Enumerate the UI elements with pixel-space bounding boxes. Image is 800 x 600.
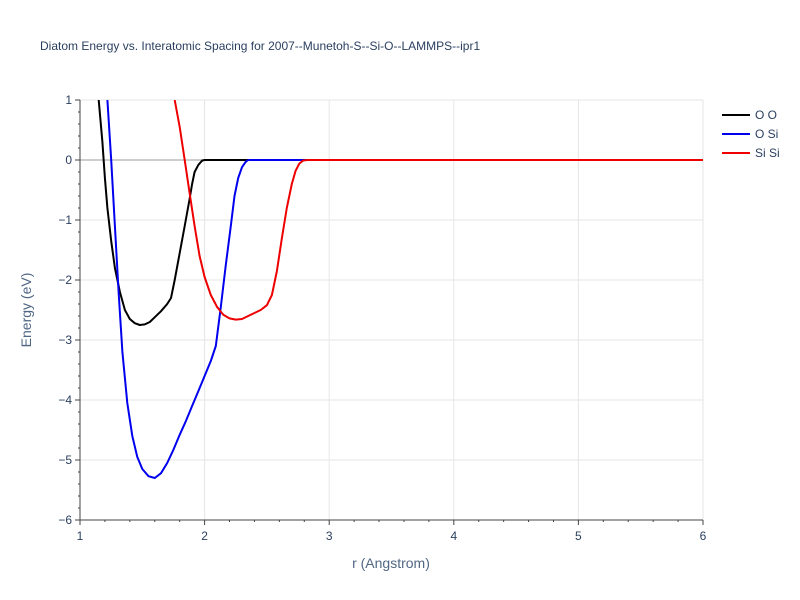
x-tick-label: 2 <box>201 529 208 543</box>
y-tick-label: 1 <box>65 93 72 107</box>
y-tick-label: −3 <box>58 333 72 347</box>
legend-item-si-si[interactable]: Si Si <box>722 146 780 160</box>
chart-title: Diatom Energy vs. Interatomic Spacing fo… <box>40 39 480 53</box>
axes <box>75 99 704 525</box>
legend-label: Si Si <box>755 146 780 160</box>
legend[interactable]: O O O Si Si Si <box>722 108 780 160</box>
tick-labels: 1 0 −1 −2 −3 −4 −5 −6 1 2 3 4 5 6 <box>58 93 706 543</box>
x-tick-label: 4 <box>450 529 457 543</box>
x-tick-label: 3 <box>326 529 333 543</box>
y-tick-label: −6 <box>58 513 72 527</box>
y-axis-title: Energy (eV) <box>18 273 34 348</box>
series-lines <box>97 100 703 479</box>
y-tick-label: −4 <box>58 393 72 407</box>
y-tick-label: 0 <box>65 153 72 167</box>
x-tick-label: 1 <box>77 529 84 543</box>
x-tick-label: 6 <box>700 529 707 543</box>
legend-item-o-si[interactable]: O Si <box>722 127 778 141</box>
y-tick-label: −1 <box>58 213 72 227</box>
legend-label: O O <box>755 108 777 122</box>
legend-label: O Si <box>755 127 778 141</box>
y-tick-label: −2 <box>58 273 72 287</box>
series-line-o-o <box>97 100 703 326</box>
legend-item-o-o[interactable]: O O <box>722 108 777 122</box>
y-tick-label: −5 <box>58 453 72 467</box>
gridlines <box>80 99 704 521</box>
x-axis-title: r (Angstrom) <box>352 555 430 571</box>
x-tick-label: 5 <box>575 529 582 543</box>
series-line-si-si <box>173 100 703 321</box>
series-line-o-si <box>106 100 703 479</box>
